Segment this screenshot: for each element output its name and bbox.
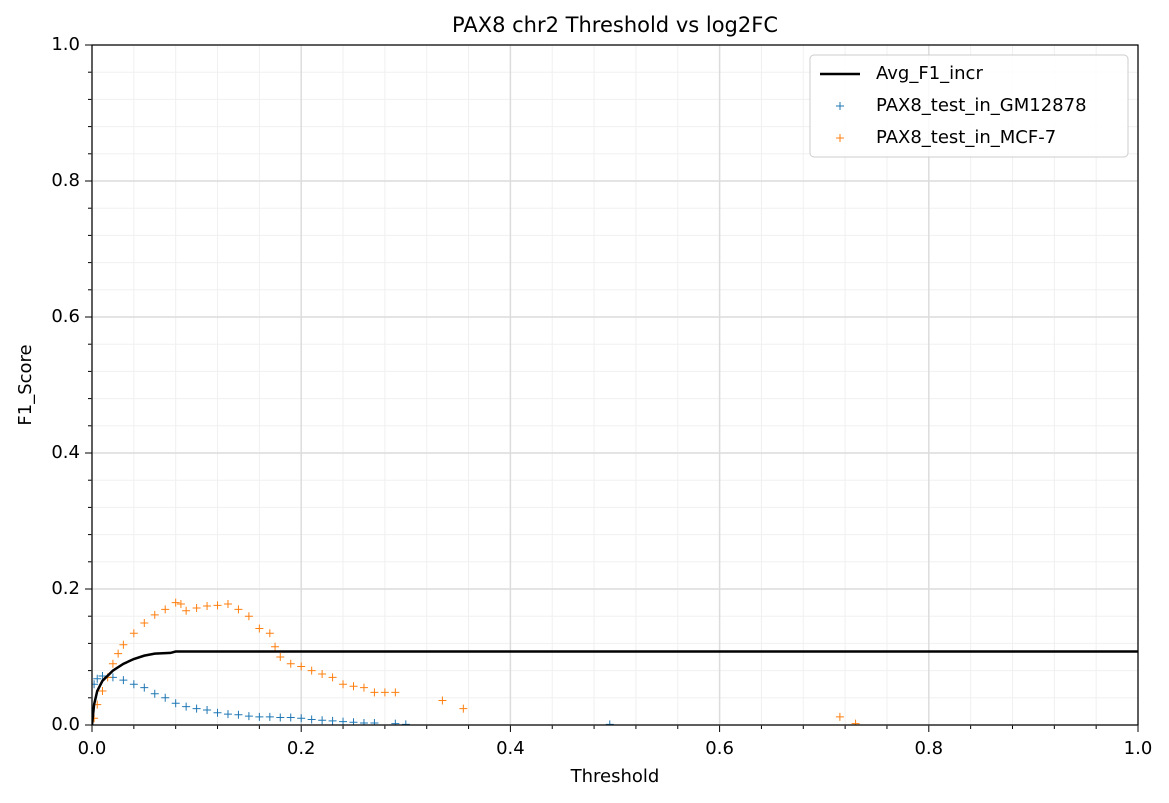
y-tick-label: 0.2 xyxy=(51,578,80,599)
point xyxy=(318,670,327,678)
point xyxy=(114,649,123,658)
point xyxy=(150,610,159,619)
legend-label: PAX8_test_in_MCF-7 xyxy=(876,127,1056,148)
x-tick-label: 1.0 xyxy=(1124,738,1153,759)
point xyxy=(391,688,400,697)
point xyxy=(161,693,170,702)
point xyxy=(318,716,327,725)
x-tick-label: 0.6 xyxy=(705,738,734,759)
legend: Avg_F1_incr PAX8_test_in_GM12878 PAX8_test… xyxy=(809,54,1129,158)
point xyxy=(171,598,180,607)
point xyxy=(192,604,201,613)
point xyxy=(391,719,400,725)
x-tick-label: 0.8 xyxy=(914,738,943,759)
plot-area xyxy=(92,598,1138,725)
point xyxy=(459,704,468,713)
plot-frame xyxy=(91,44,1139,726)
y-tick-label: 1.0 xyxy=(51,34,80,55)
point xyxy=(349,682,358,691)
chart-title: PAX8 chr2 Threshold vs log2FC xyxy=(452,13,778,37)
legend-label: Avg_F1_incr xyxy=(876,63,983,84)
point xyxy=(851,719,860,725)
point xyxy=(171,699,180,708)
point xyxy=(276,653,285,661)
point xyxy=(223,710,232,719)
point xyxy=(182,606,191,615)
point xyxy=(265,629,274,638)
point xyxy=(359,718,368,725)
point xyxy=(286,659,295,668)
point xyxy=(108,659,117,668)
point xyxy=(328,716,337,725)
point xyxy=(93,674,102,683)
point xyxy=(339,717,348,725)
point xyxy=(203,706,212,715)
point xyxy=(203,602,212,610)
point xyxy=(286,713,295,722)
point xyxy=(161,605,170,614)
y-axis-label: F1_Score xyxy=(15,344,36,425)
point xyxy=(234,710,243,719)
point xyxy=(234,605,243,614)
x-tick-label: 0.4 xyxy=(496,738,525,759)
point xyxy=(176,599,185,608)
point xyxy=(140,683,149,692)
point xyxy=(129,680,138,689)
point xyxy=(119,676,128,685)
point xyxy=(370,688,379,697)
point xyxy=(380,688,389,697)
point xyxy=(255,712,264,721)
point xyxy=(92,680,99,689)
point xyxy=(401,720,410,725)
point xyxy=(192,704,201,713)
point xyxy=(276,713,285,722)
legend-label: PAX8_test_in_GM12878 xyxy=(876,95,1087,116)
point xyxy=(244,712,253,721)
x-tick-label: 0.0 xyxy=(78,738,107,759)
line xyxy=(92,650,1138,725)
point xyxy=(438,696,447,705)
point xyxy=(129,629,138,638)
point xyxy=(297,714,306,723)
point xyxy=(213,601,222,610)
point xyxy=(328,673,337,682)
point xyxy=(370,718,379,725)
x-tick-label: 0.2 xyxy=(287,738,316,759)
point xyxy=(359,683,368,692)
point xyxy=(835,712,844,721)
point xyxy=(244,612,253,621)
y-tick-label: 0.6 xyxy=(51,306,80,327)
point xyxy=(339,680,348,689)
x-axis-label: Threshold xyxy=(570,766,660,787)
point xyxy=(98,687,107,695)
point xyxy=(182,702,191,711)
point xyxy=(150,689,159,698)
point xyxy=(307,666,316,675)
point xyxy=(140,619,149,627)
legend-box xyxy=(809,54,1129,158)
y-tick-label: 0.0 xyxy=(51,714,80,735)
y-tick-label: 0.4 xyxy=(51,442,80,463)
y-tick-label: 0.8 xyxy=(51,170,80,191)
point xyxy=(119,640,128,649)
point xyxy=(297,662,306,671)
point xyxy=(307,715,316,724)
point xyxy=(271,642,280,651)
point xyxy=(265,712,274,721)
legend-swatch xyxy=(836,134,844,142)
point xyxy=(223,599,232,608)
point xyxy=(213,708,222,717)
legend-swatch xyxy=(836,102,844,110)
point xyxy=(255,624,264,633)
point xyxy=(98,672,107,681)
point xyxy=(605,720,614,725)
